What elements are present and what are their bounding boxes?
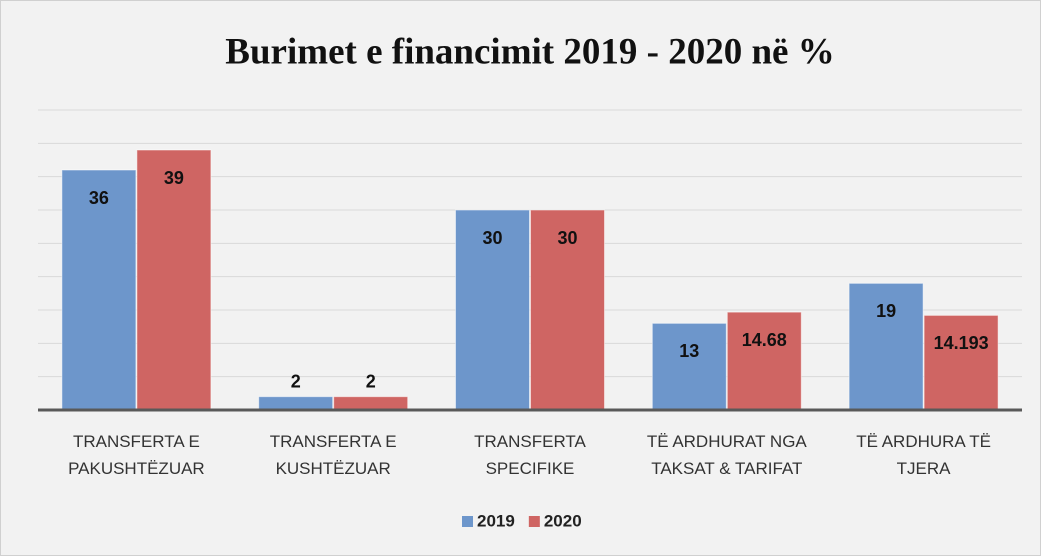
bar: [651, 322, 727, 411]
x-tick-label: TRANSFERTA E KUSHTËZUAR: [269, 432, 397, 478]
bar: [333, 396, 409, 411]
legend-swatch: [462, 516, 473, 527]
data-label: 39: [164, 168, 184, 188]
data-label: 13: [679, 341, 699, 361]
legend-swatch: [528, 516, 540, 527]
data-label: 14.193: [934, 333, 989, 353]
x-tick-label: TRANSFERTA E PAKUSHTËZUAR: [68, 432, 205, 478]
data-label: 30: [557, 228, 577, 248]
data-label: 14.68: [742, 330, 787, 350]
legend-label: 2019: [477, 511, 515, 530]
legend-label: 2020: [544, 511, 582, 530]
bar: [455, 209, 530, 411]
data-label: 2: [366, 371, 376, 391]
data-label: 2: [291, 371, 301, 391]
bar: [923, 314, 999, 411]
x-tick-label: TRANSFERTA SPECIFIKE: [474, 432, 586, 478]
data-label: 19: [876, 301, 896, 321]
bar: [136, 149, 212, 411]
bar: [726, 311, 802, 411]
x-tick-label: TË ARDHURAT NGA TAKSAT & TARIFAT: [646, 432, 807, 478]
data-label: 30: [482, 228, 502, 248]
bar: [258, 396, 334, 411]
bar: [530, 209, 605, 411]
data-label: 36: [89, 188, 109, 208]
x-tick-label: TË ARDHURA TË TJERA: [856, 432, 991, 478]
chart-title: Burimet e financimit 2019 - 2020 në %: [225, 31, 834, 72]
